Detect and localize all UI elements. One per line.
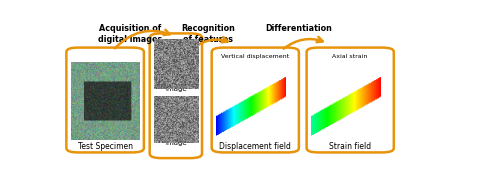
Text: Vertical displacement: Vertical displacement (221, 54, 289, 59)
FancyBboxPatch shape (212, 48, 299, 152)
Text: Unloaded
Image: Unloaded Image (160, 79, 192, 93)
Text: Strain field: Strain field (329, 142, 372, 151)
Text: Recognition
of features: Recognition of features (181, 24, 235, 44)
Text: Axial strain: Axial strain (332, 54, 368, 59)
FancyBboxPatch shape (150, 33, 202, 158)
FancyBboxPatch shape (66, 48, 144, 152)
Text: Test Specimen: Test Specimen (78, 142, 132, 151)
Text: Loaded
Image: Loaded Image (163, 133, 188, 146)
Text: Displacement field: Displacement field (220, 142, 291, 151)
FancyBboxPatch shape (306, 48, 394, 152)
Text: Differentiation: Differentiation (266, 24, 332, 33)
Text: Acquisition of
digital images: Acquisition of digital images (98, 24, 162, 44)
